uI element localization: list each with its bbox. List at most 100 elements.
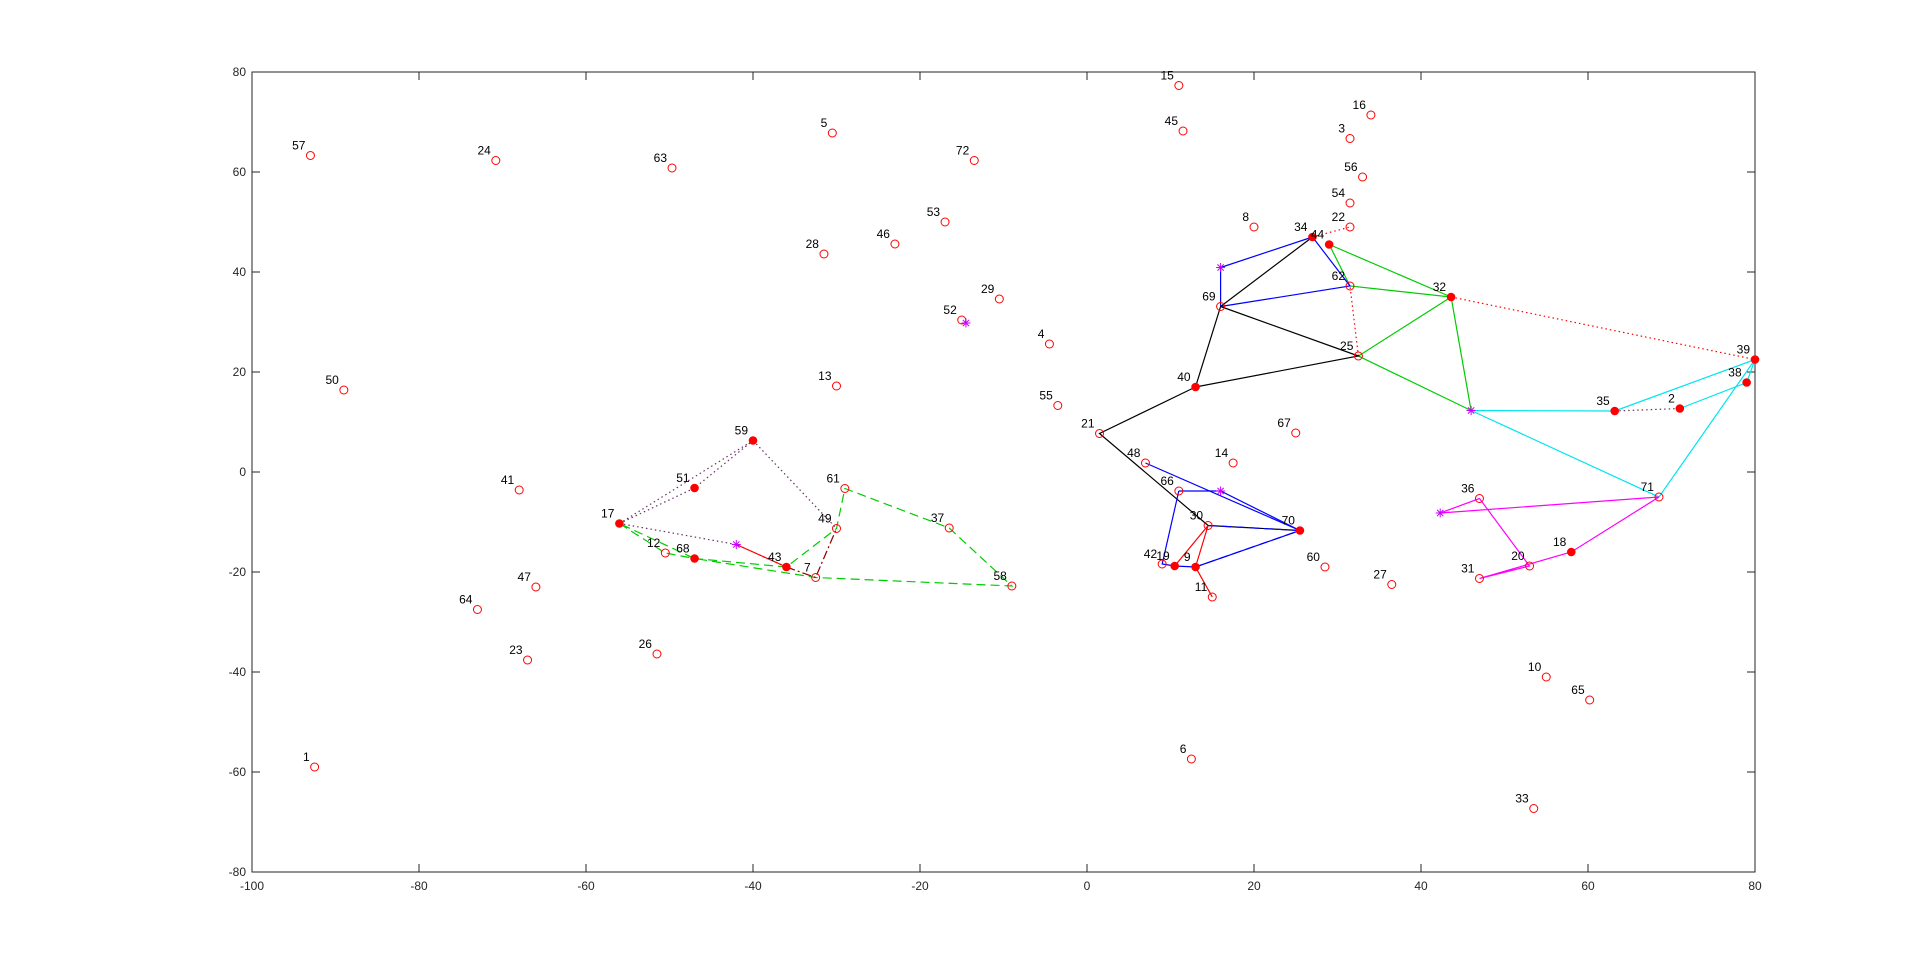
x-tick-label: -80: [410, 879, 428, 893]
x-tick-label: -20: [911, 879, 929, 893]
node-marker-23: [523, 655, 533, 665]
node-marker-32: [1446, 292, 1456, 302]
node-marker-5: [827, 128, 837, 138]
node-marker-46: [890, 239, 900, 249]
x-tick-label: -60: [577, 879, 595, 893]
node-label-66: 66: [1160, 474, 1174, 488]
star-marker: [731, 540, 741, 549]
star-marker: [1466, 406, 1476, 415]
node-marker-57: [305, 151, 315, 160]
node-label-71: 71: [1641, 480, 1655, 494]
node-marker-3: [1345, 134, 1355, 143]
node-marker-28: [819, 249, 829, 259]
node-markers: [305, 81, 1760, 813]
node-marker-51: [690, 483, 699, 493]
node-label-53: 53: [927, 205, 941, 219]
star-marker: [1216, 263, 1226, 272]
node-label-67: 67: [1277, 416, 1291, 430]
star-stroke: [1217, 487, 1225, 495]
x-tick-label: 20: [1247, 879, 1261, 893]
node-label-26: 26: [639, 637, 653, 651]
node-marker-30: [1203, 521, 1213, 530]
node-label-70: 70: [1282, 514, 1296, 528]
node-label-50: 50: [325, 373, 339, 387]
node-label-38: 38: [1728, 366, 1742, 380]
edge-path-blue: [1219, 236, 1352, 308]
star-marker: [1435, 508, 1445, 518]
node-label-64: 64: [459, 593, 473, 607]
node-marker-2: [1675, 404, 1685, 413]
node-label-10: 10: [1528, 660, 1542, 674]
node-label-62: 62: [1332, 269, 1346, 283]
node-label-57: 57: [292, 139, 306, 153]
edge-path-blue: [1145, 462, 1301, 532]
node-marker-59: [748, 436, 758, 445]
node-marker-10: [1541, 672, 1551, 682]
node-label-17: 17: [601, 507, 615, 521]
node-label-28: 28: [806, 237, 820, 251]
node-marker-9: [1191, 562, 1200, 572]
node-label-58: 58: [993, 569, 1007, 583]
node-marker-20: [1525, 561, 1535, 571]
node-marker-42: [1157, 559, 1167, 569]
edge-path-magenta: [1439, 496, 1660, 580]
node-label-47: 47: [518, 570, 532, 584]
node-marker-47: [531, 582, 541, 592]
node-marker-70: [1295, 526, 1305, 535]
node-marker-40: [1191, 382, 1200, 392]
node-marker-31: [1474, 574, 1484, 583]
x-tick-label: 60: [1581, 879, 1595, 893]
node-label-8: 8: [1242, 210, 1249, 224]
node-label-72: 72: [956, 144, 970, 158]
node-label-14: 14: [1215, 446, 1229, 460]
node-label-60: 60: [1307, 550, 1321, 564]
node-marker-16: [1366, 110, 1376, 120]
y-tick-label: -60: [229, 765, 247, 779]
node-label-68: 68: [676, 542, 690, 556]
node-label-3: 3: [1338, 122, 1345, 136]
node-label-36: 36: [1461, 482, 1475, 496]
node-label-2: 2: [1668, 392, 1675, 406]
star-markers: [731, 263, 1476, 549]
node-label-6: 6: [1180, 742, 1187, 756]
node-label-33: 33: [1515, 792, 1529, 806]
node-marker-41: [514, 485, 524, 495]
node-label-51: 51: [676, 471, 690, 485]
node-label-42: 42: [1144, 547, 1158, 561]
node-label-45: 45: [1165, 114, 1179, 128]
y-tick-label: -20: [229, 565, 247, 579]
node-label-25: 25: [1340, 339, 1354, 353]
y-tick-label: 60: [233, 165, 247, 179]
node-marker-37: [944, 523, 954, 533]
node-marker-68: [690, 554, 699, 563]
y-tick-label: 40: [233, 265, 247, 279]
edge-path-red: [1174, 525, 1213, 598]
node-label-39: 39: [1737, 343, 1751, 357]
y-tick-label: 0: [239, 465, 246, 479]
node-marker-62: [1345, 281, 1355, 291]
star-stroke: [1467, 406, 1475, 415]
plot-area: [251, 71, 1756, 873]
node-label-69: 69: [1202, 290, 1216, 304]
edge-path-purple: [1614, 407, 1680, 412]
node-label-40: 40: [1177, 370, 1191, 384]
node-marker-63: [667, 163, 677, 173]
star-marker: [1216, 486, 1226, 496]
edge-path-red: [1312, 226, 1351, 238]
node-marker-56: [1358, 172, 1368, 182]
node-label-44: 44: [1311, 228, 1325, 242]
node-label-20: 20: [1511, 549, 1525, 563]
node-label-32: 32: [1433, 280, 1447, 294]
node-marker-19: [1170, 561, 1179, 571]
node-label-15: 15: [1160, 69, 1174, 83]
node-label-54: 54: [1332, 186, 1346, 200]
node-marker-24: [491, 156, 501, 165]
node-marker-61: [840, 484, 850, 493]
node-marker-69: [1216, 302, 1226, 311]
node-marker-6: [1186, 754, 1196, 764]
node-marker-39: [1750, 355, 1760, 364]
y-tick-label: -40: [229, 665, 247, 679]
node-label-43: 43: [768, 550, 782, 564]
